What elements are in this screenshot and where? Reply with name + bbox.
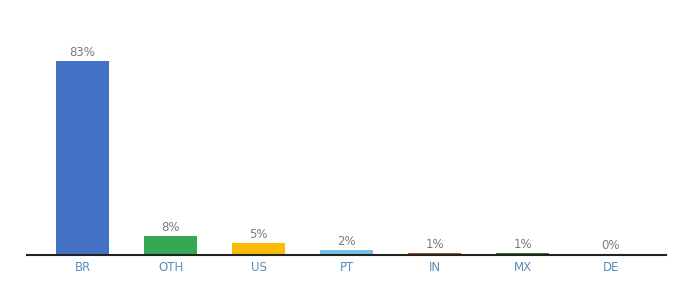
Text: 1%: 1% bbox=[426, 238, 444, 251]
Text: 8%: 8% bbox=[161, 221, 180, 234]
Bar bbox=[585, 254, 637, 255]
Bar bbox=[233, 243, 285, 255]
Bar bbox=[320, 250, 373, 255]
Bar bbox=[496, 253, 549, 255]
Bar bbox=[56, 61, 109, 255]
Bar bbox=[144, 236, 197, 255]
Bar bbox=[409, 253, 461, 255]
Text: 5%: 5% bbox=[250, 228, 268, 242]
Text: 1%: 1% bbox=[513, 238, 532, 251]
Text: 0%: 0% bbox=[602, 239, 620, 252]
Text: 83%: 83% bbox=[70, 46, 96, 59]
Text: 2%: 2% bbox=[337, 236, 356, 248]
